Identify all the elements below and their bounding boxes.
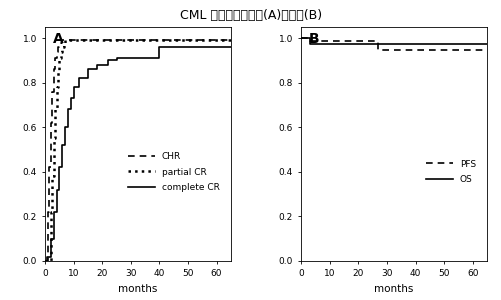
CHR: [54, 50, 60, 53]
Text: CML 患者全体の反応(A)と予後(B): CML 患者全体の反応(A)と予後(B): [179, 9, 322, 22]
partial CR: [55, 70, 61, 74]
Legend: CHR, partial CR, complete CR: CHR, partial CR, complete CR: [125, 149, 222, 195]
Line: complete CR: complete CR: [45, 47, 230, 261]
CHR: [52, 56, 58, 60]
OS: [483, 42, 489, 46]
complete CR: [54, 188, 60, 191]
partial CR: [65, 39, 71, 42]
partial CR: [59, 45, 65, 49]
CHR: [51, 68, 57, 71]
complete CR: [113, 56, 119, 60]
Line: CHR: CHR: [45, 40, 230, 261]
Legend: PFS, OS: PFS, OS: [422, 157, 478, 187]
PFS: [483, 49, 489, 52]
partial CR: [54, 85, 60, 89]
complete CR: [76, 76, 82, 80]
OS: [298, 36, 304, 40]
complete CR: [227, 45, 233, 49]
X-axis label: months: months: [118, 284, 157, 294]
complete CR: [65, 108, 71, 111]
complete CR: [85, 68, 91, 71]
complete CR: [68, 97, 74, 100]
CHR: [59, 39, 65, 42]
CHR: [62, 39, 68, 42]
complete CR: [71, 85, 77, 89]
Text: A: A: [53, 32, 63, 46]
PFS: [375, 49, 381, 52]
partial CR: [62, 39, 68, 42]
CHR: [45, 210, 51, 214]
Line: PFS: PFS: [301, 38, 486, 50]
complete CR: [105, 58, 111, 62]
complete CR: [48, 237, 54, 241]
CHR: [48, 121, 54, 124]
CHR: [47, 166, 53, 169]
CHR: [58, 41, 64, 44]
CHR: [42, 259, 48, 263]
CHR: [56, 43, 62, 46]
PFS: [298, 36, 304, 40]
partial CR: [58, 50, 64, 53]
partial CR: [42, 259, 48, 263]
Line: OS: OS: [301, 38, 486, 44]
OS: [306, 42, 312, 46]
complete CR: [44, 255, 50, 258]
complete CR: [42, 259, 48, 263]
partial CR: [49, 175, 55, 178]
complete CR: [62, 125, 68, 129]
PFS: [306, 40, 312, 43]
complete CR: [51, 210, 57, 214]
partial CR: [48, 210, 54, 214]
partial CR: [51, 136, 57, 140]
CHR: [49, 90, 55, 93]
complete CR: [150, 56, 156, 60]
Text: B: B: [308, 32, 319, 46]
partial CR: [61, 41, 67, 44]
partial CR: [52, 108, 58, 111]
partial CR: [56, 56, 62, 60]
Line: partial CR: partial CR: [45, 40, 230, 261]
complete CR: [56, 166, 62, 169]
complete CR: [59, 143, 65, 147]
complete CR: [156, 45, 162, 49]
X-axis label: months: months: [374, 284, 413, 294]
CHR: [55, 45, 61, 49]
complete CR: [93, 63, 99, 67]
partial CR: [227, 39, 233, 42]
PFS: [372, 40, 378, 43]
CHR: [227, 39, 233, 42]
